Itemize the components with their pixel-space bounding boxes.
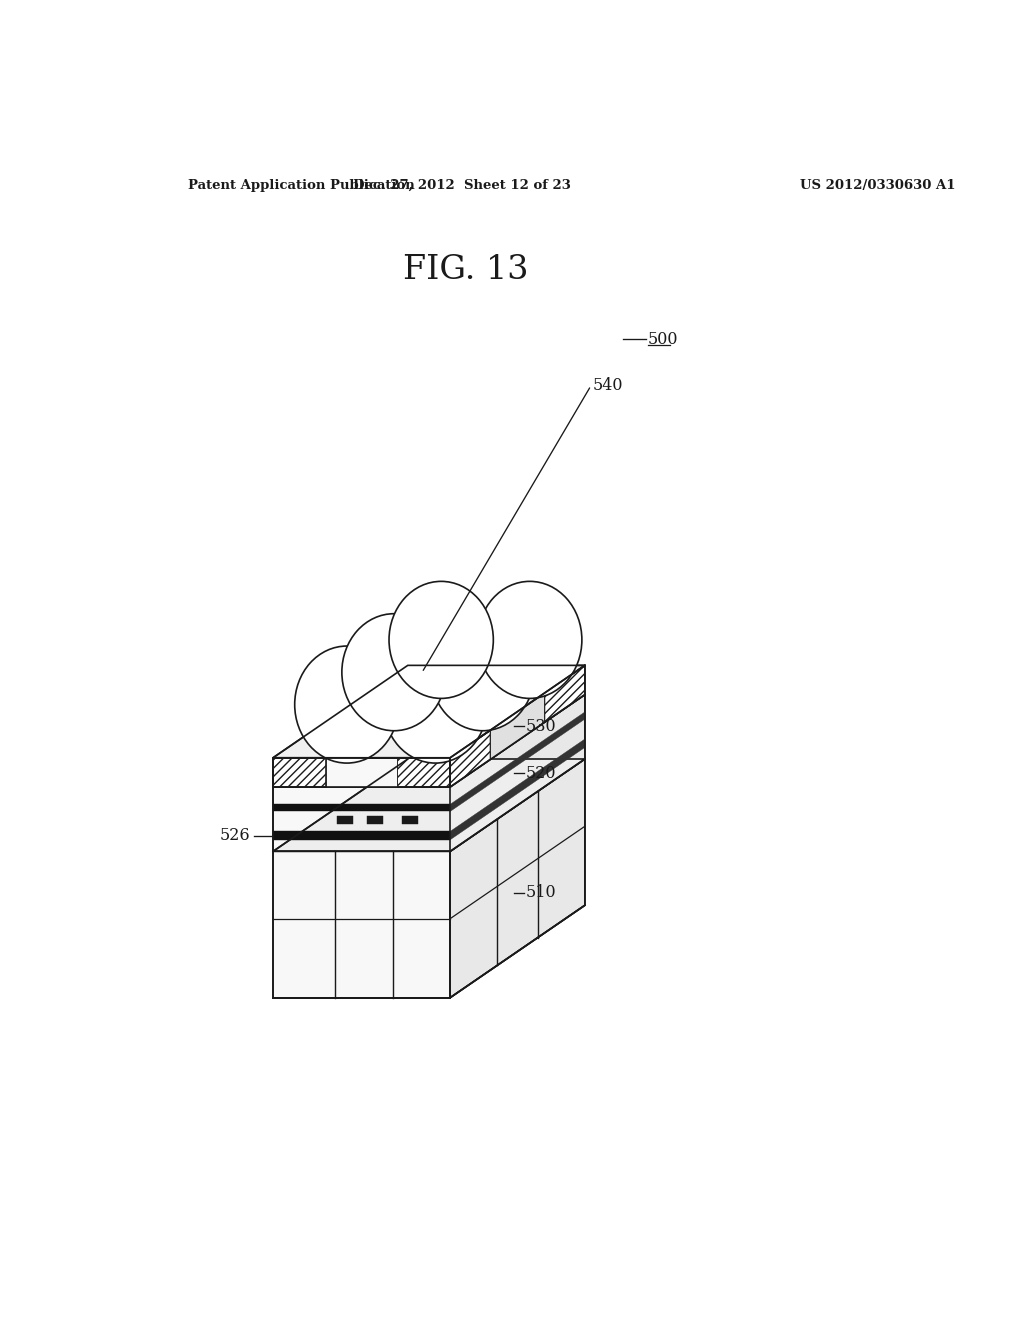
Polygon shape — [451, 730, 490, 787]
Ellipse shape — [295, 645, 399, 763]
Polygon shape — [273, 787, 451, 851]
Polygon shape — [545, 665, 585, 722]
Polygon shape — [273, 832, 451, 840]
Text: US 2012/0330630 A1: US 2012/0330630 A1 — [801, 178, 956, 191]
Polygon shape — [337, 816, 352, 825]
Polygon shape — [273, 694, 585, 787]
Polygon shape — [451, 759, 585, 998]
Text: Dec. 27, 2012  Sheet 12 of 23: Dec. 27, 2012 Sheet 12 of 23 — [352, 178, 570, 191]
Text: 540: 540 — [593, 378, 623, 395]
Ellipse shape — [477, 581, 582, 698]
Polygon shape — [273, 759, 585, 851]
Ellipse shape — [383, 645, 487, 763]
Polygon shape — [367, 816, 383, 825]
Ellipse shape — [342, 614, 446, 731]
Text: FIG. 13: FIG. 13 — [402, 253, 528, 286]
Ellipse shape — [389, 581, 494, 698]
Polygon shape — [273, 851, 451, 998]
Polygon shape — [451, 694, 585, 851]
Polygon shape — [397, 758, 451, 787]
Polygon shape — [326, 758, 397, 787]
Polygon shape — [402, 816, 418, 825]
Ellipse shape — [430, 614, 535, 731]
Polygon shape — [451, 739, 585, 840]
Text: Patent Application Publication: Patent Application Publication — [188, 178, 415, 191]
Text: 500: 500 — [648, 331, 679, 348]
Text: 526: 526 — [219, 828, 250, 843]
Text: 510: 510 — [525, 884, 556, 902]
Polygon shape — [273, 804, 451, 812]
Polygon shape — [490, 693, 545, 759]
Polygon shape — [451, 711, 585, 812]
Polygon shape — [273, 665, 585, 758]
Text: 520: 520 — [525, 764, 556, 781]
Polygon shape — [273, 758, 326, 787]
Text: 530: 530 — [525, 718, 556, 735]
